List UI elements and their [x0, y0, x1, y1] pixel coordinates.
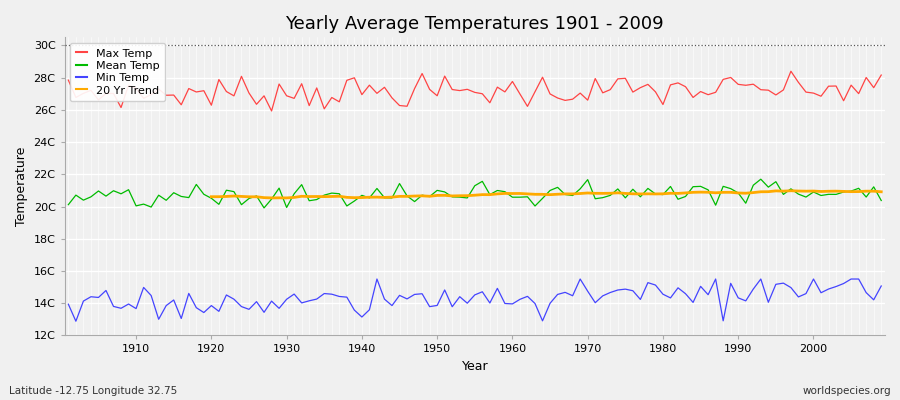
- Y-axis label: Temperature: Temperature: [15, 147, 28, 226]
- Text: worldspecies.org: worldspecies.org: [803, 386, 891, 396]
- Title: Yearly Average Temperatures 1901 - 2009: Yearly Average Temperatures 1901 - 2009: [285, 15, 664, 33]
- Text: Latitude -12.75 Longitude 32.75: Latitude -12.75 Longitude 32.75: [9, 386, 177, 396]
- Legend: Max Temp, Mean Temp, Min Temp, 20 Yr Trend: Max Temp, Mean Temp, Min Temp, 20 Yr Tre…: [70, 43, 165, 101]
- X-axis label: Year: Year: [462, 360, 488, 373]
